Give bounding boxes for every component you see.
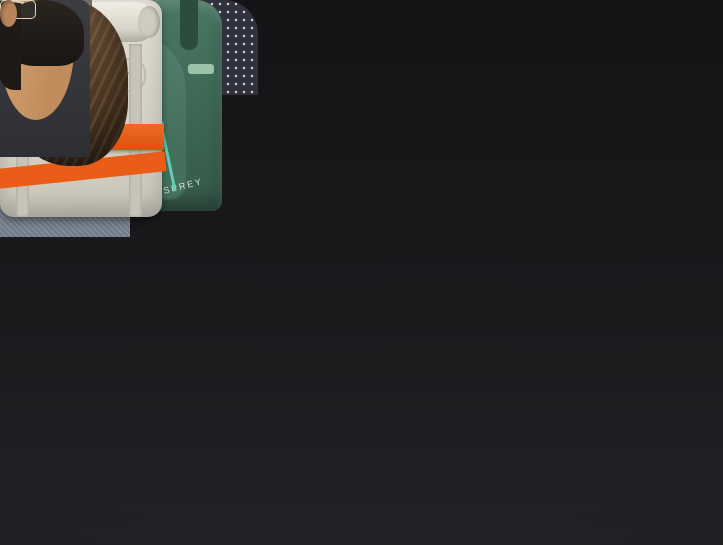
compression-strap xyxy=(188,64,214,74)
man-ear xyxy=(0,0,17,27)
rolltop-end-cap xyxy=(138,6,160,38)
backpack-strap-right xyxy=(180,0,198,50)
